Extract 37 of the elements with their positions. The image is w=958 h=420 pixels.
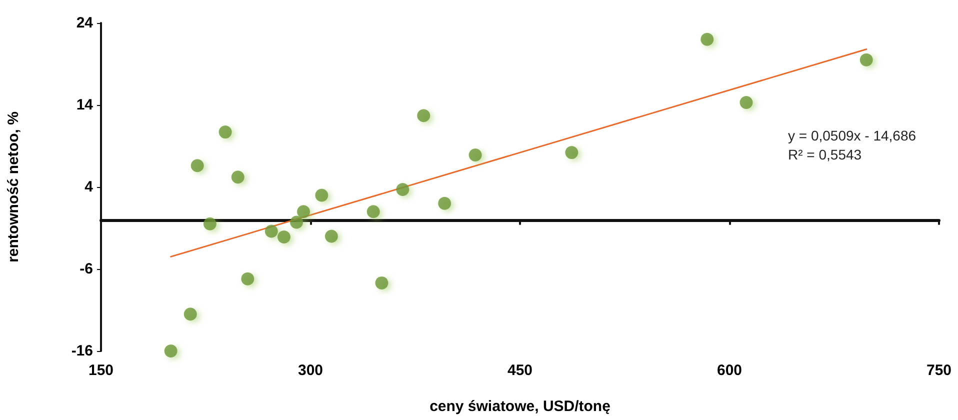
point — [218, 126, 232, 139]
y-tick-label: 4 — [84, 178, 94, 196]
annotation: R² = 0,5543 — [788, 146, 862, 162]
annotation: y = 0,0509x - 14,686 — [788, 128, 916, 144]
point — [468, 148, 482, 162]
point — [366, 205, 380, 218]
y-tick-label: 24 — [76, 14, 94, 32]
x-tick-label: 750 — [926, 362, 952, 379]
point — [860, 53, 873, 66]
y-tick-label: 14 — [76, 96, 94, 114]
point — [740, 96, 753, 110]
x-axis-title: ceny światowe, USD/tonę — [430, 398, 610, 415]
point — [277, 230, 290, 244]
point — [164, 344, 178, 358]
x-tick-label: 600 — [716, 362, 742, 379]
x-tick-label: 150 — [88, 362, 114, 379]
point — [565, 146, 578, 160]
point — [264, 224, 278, 238]
point — [417, 109, 430, 122]
y-tick-label: -16 — [71, 342, 93, 360]
y-tick-label: -6 — [80, 260, 93, 278]
x-tick-label: 300 — [298, 362, 324, 379]
point — [190, 159, 204, 172]
point — [297, 205, 310, 218]
point — [324, 230, 338, 243]
point — [184, 308, 197, 321]
point — [438, 196, 452, 210]
point — [290, 216, 304, 229]
point — [315, 188, 328, 202]
y-axis-title: rentowność netoo, % — [5, 112, 22, 262]
point — [241, 272, 254, 286]
x-tick-label: 450 — [507, 362, 533, 379]
point — [375, 276, 388, 290]
point — [231, 170, 244, 184]
point — [203, 217, 216, 230]
point — [396, 182, 410, 196]
point — [700, 32, 714, 46]
